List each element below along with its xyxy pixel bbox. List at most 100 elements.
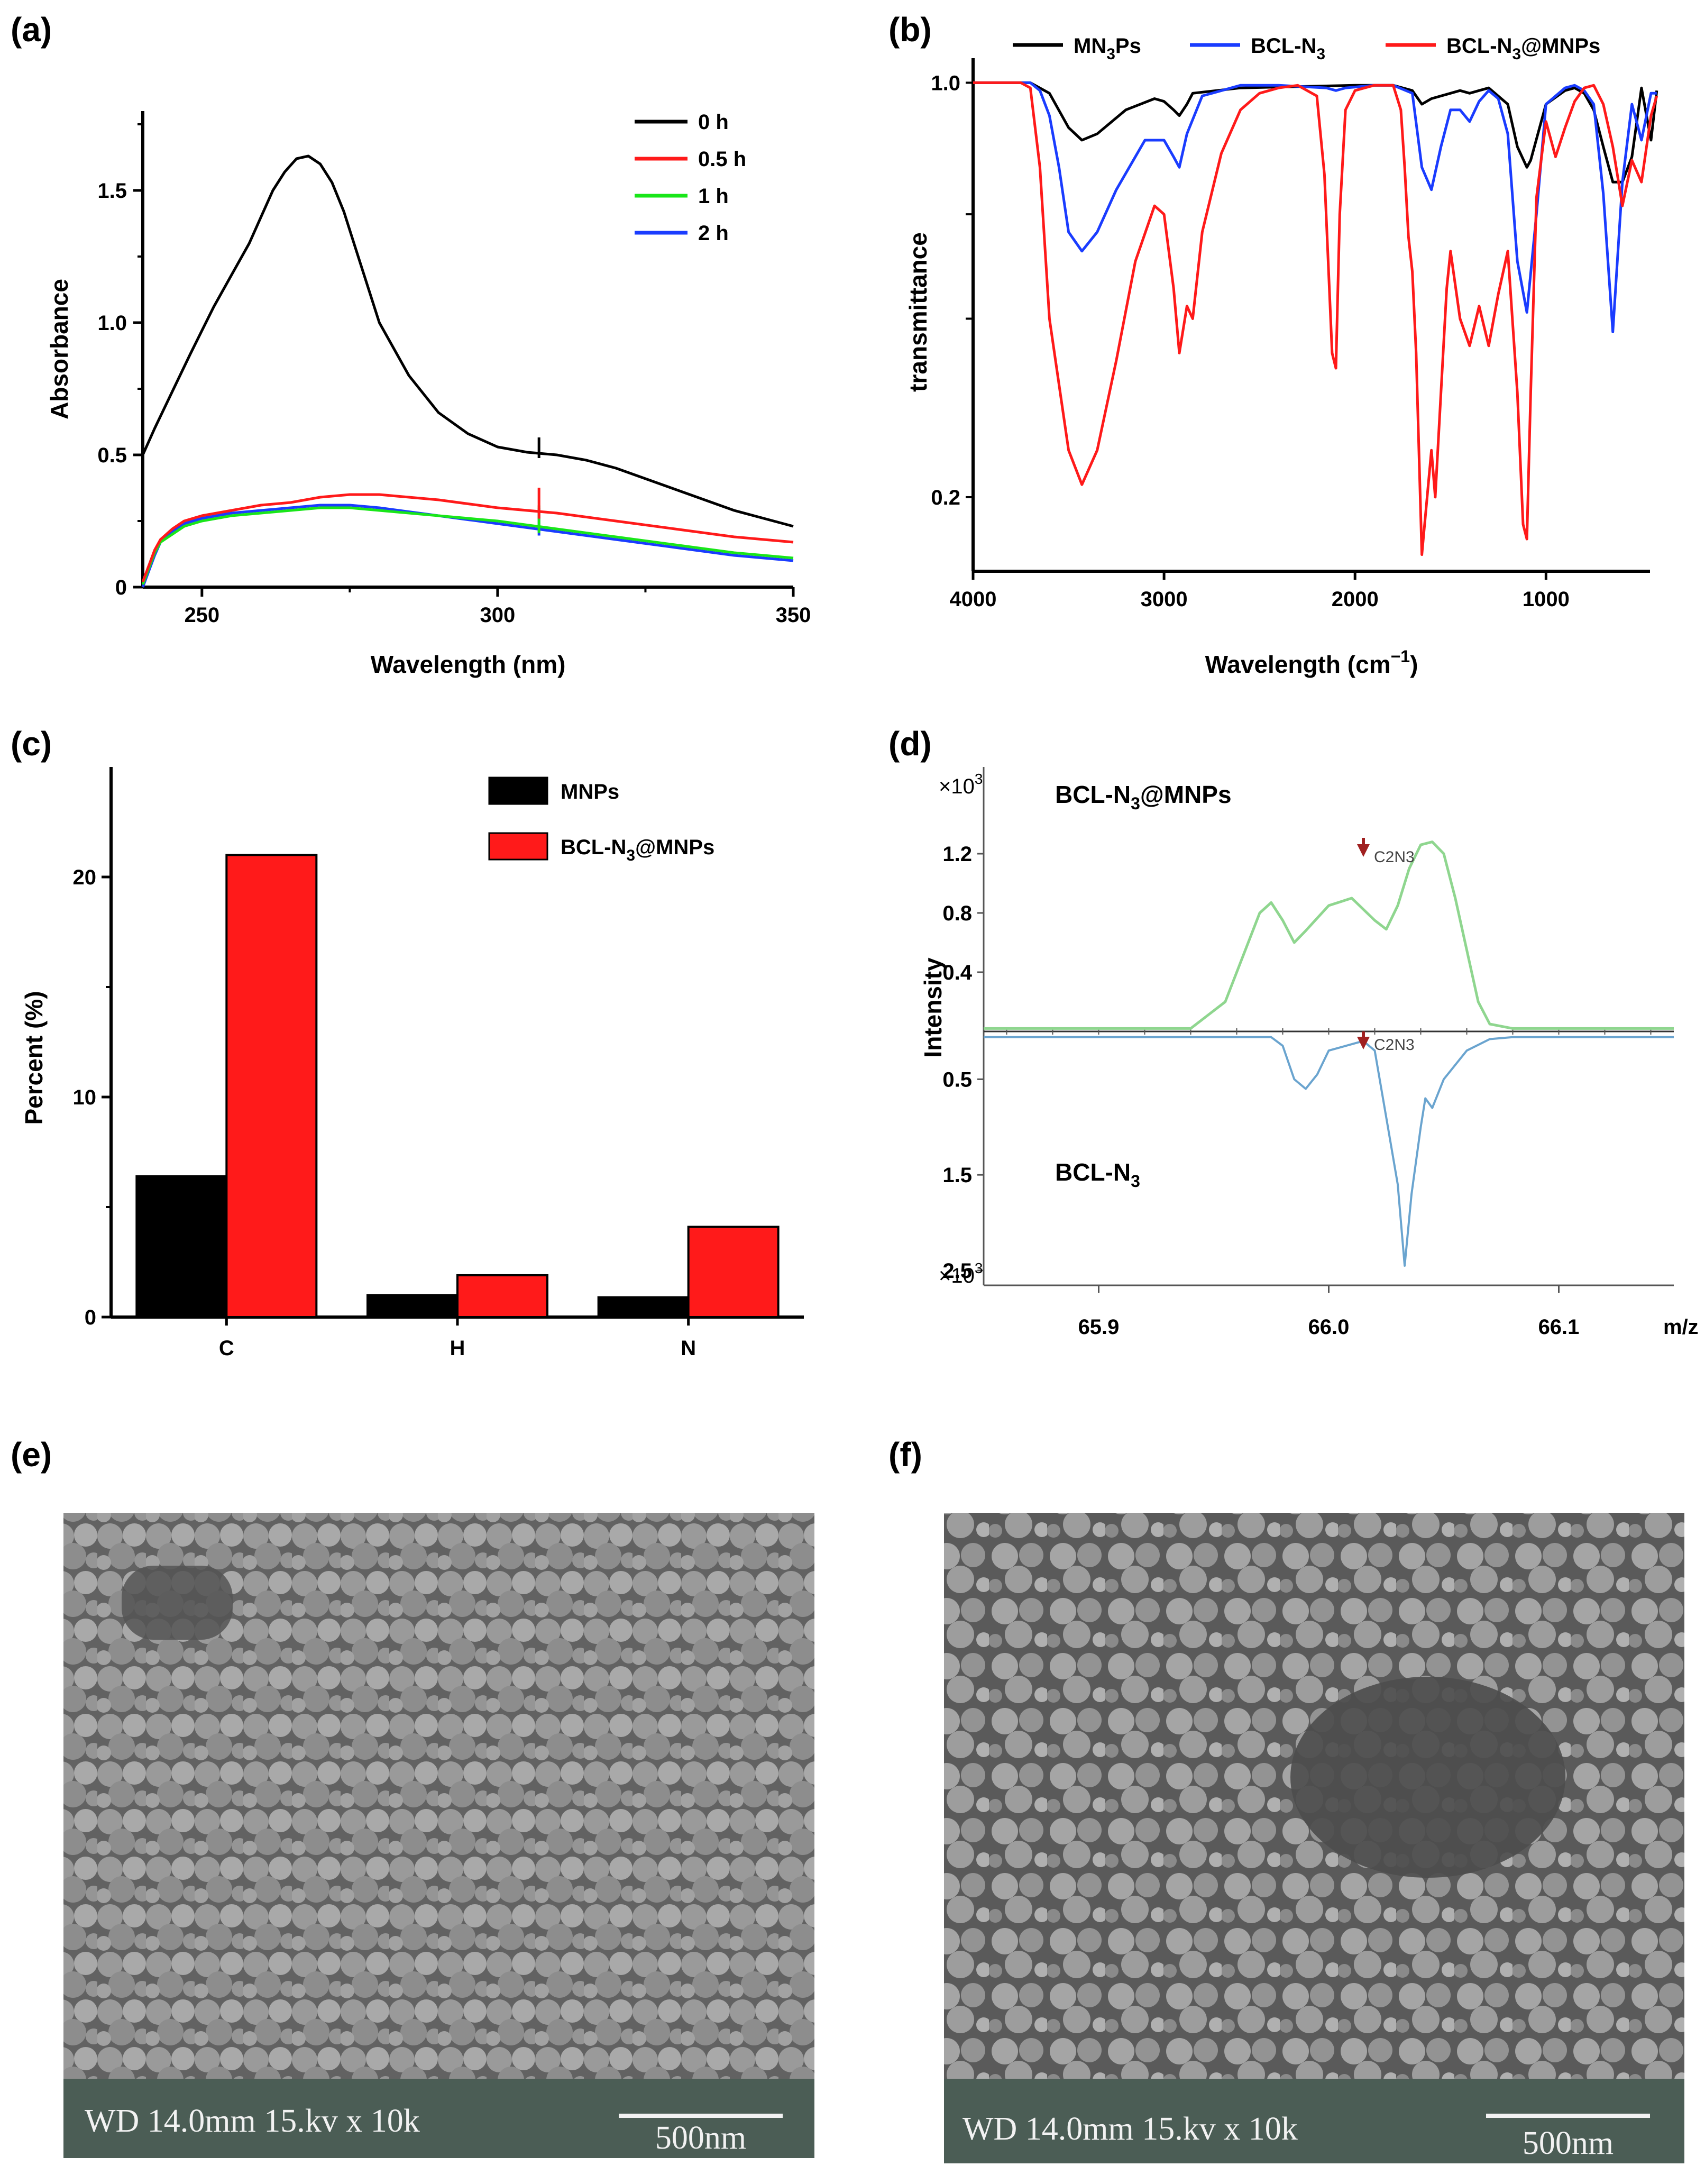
legend-a: 0 h 0.5 h 1 h 2 h [635, 111, 746, 245]
legend-label-c: BCL-N3@MNPs [561, 836, 714, 864]
series-label-lower-main: BCL-N [1055, 1158, 1131, 1186]
x-tick-label-a: 250 [184, 604, 219, 627]
y-axis-label-b: transmittance [904, 232, 932, 392]
y-tick-label-b: 0.2 [931, 486, 960, 509]
legend-swatch-c [488, 832, 548, 861]
multiplier-top-d: ×103 [939, 771, 983, 798]
y-axis-label-c: Percent (%) [20, 991, 48, 1125]
x-tick-label-b: 4000 [950, 588, 997, 611]
panel-f-sem: (f) WD 14.0mm 15.kv x 10k 500nm [888, 1436, 1684, 2163]
y-axis-label-a: Absorbance [45, 279, 73, 419]
legend-label-c-part: BCL-N [561, 836, 626, 859]
x-axis-label-d: m/z [1663, 1315, 1699, 1339]
series-label-lower: BCL-N3 [1055, 1158, 1140, 1191]
y-tick-label-d-upper: 0.4 [942, 961, 972, 984]
legend-label-c-sub: 3 [626, 847, 635, 864]
legend-label-b: BCL-N3@MNPs [1446, 34, 1600, 63]
annotation-upper-label: C2N3 [1374, 848, 1415, 866]
series-line-d-upper [984, 840, 1674, 1030]
legend-label-b: MN3Ps [1074, 34, 1141, 63]
bar-C-mnps [135, 1175, 228, 1318]
panel-label-b: (b) [888, 11, 932, 49]
legend-label-c: MNPs [561, 780, 619, 803]
panel-label-a: (a) [11, 11, 52, 49]
multiplier-top-base: ×10 [939, 775, 975, 798]
series-line-0-h [141, 154, 794, 528]
y-tick-label-a: 1.5 [97, 179, 127, 203]
x-tick-label-d: 65.9 [1078, 1315, 1120, 1339]
series-line-0-5-h [141, 493, 794, 582]
y-tick-label-a: 0.5 [97, 444, 127, 467]
annotation-lower-label: C2N3 [1374, 1036, 1415, 1054]
panel-b-ftir: (b) 1.0 0.2 4000 3000 2000 1000 transmittanc… [888, 11, 1658, 678]
x-axis-label-a: Wavelength (nm) [371, 651, 566, 678]
annotation-upper-arrow-icon [1357, 844, 1370, 857]
panel-d-mass-spec: (d) 65.9 66.0 66.1 0.40.81.20.51.52.5 ×103… [888, 725, 1699, 1339]
multiplier-top-exp: 3 [975, 771, 983, 787]
sem-caption-bar-f [944, 2079, 1684, 2163]
legend-label-a: 0 h [698, 111, 729, 134]
legend-c: MNPs BCL-N3@MNPs [488, 776, 714, 864]
annotation-lower-arrow-icon [1357, 1037, 1370, 1049]
legend-label-a: 1 h [698, 185, 729, 208]
series-label-upper-sub: 3 [1131, 794, 1140, 813]
legend-label-b-sub: 3 [1512, 45, 1521, 63]
series-line-b [973, 81, 1658, 184]
x-tick-label-d: 66.1 [1538, 1315, 1580, 1339]
multiplier-bottom-base: ×10 [939, 1264, 975, 1287]
legend-label-b-part: MN [1074, 34, 1106, 58]
x-axis-label-b: Wavelength (cm−1) [1205, 647, 1418, 678]
legend-label-a: 2 h [698, 222, 729, 245]
series-line-d-lower [984, 1036, 1674, 1267]
x-tick-label-c: H [450, 1337, 465, 1360]
series-line-b [973, 81, 1658, 556]
y-tick-label-d-lower: 1.5 [942, 1164, 972, 1187]
x-tick-label-d: 66.0 [1308, 1315, 1350, 1339]
series-label-lower-sub: 3 [1131, 1172, 1140, 1191]
panel-label-f: (f) [888, 1436, 922, 1474]
series-line-b [973, 81, 1657, 333]
panel-label-d: (d) [888, 725, 932, 763]
sem-caption-bar-e [63, 2079, 814, 2158]
legend-label-b-sub: 3 [1316, 45, 1325, 63]
panel-a-uv-vis: (a) 0 0.5 1.0 1.5 250 300 350 Absorbance Wave… [11, 11, 811, 678]
sem-dark-region-e [122, 1566, 233, 1640]
sem-caption-e: WD 14.0mm 15.kv x 10k [85, 2103, 420, 2139]
bar-N-mnps [597, 1296, 690, 1319]
x-tick-label-b: 1000 [1523, 588, 1570, 611]
sem-dark-region-f [1290, 1677, 1565, 1878]
panel-c-elemental: (c) 0 10 20 C H N Percent (%) MNPs BCL-N3@MNP… [11, 725, 804, 1360]
panel-e-sem: (e) WD 14.0mm 15.kv x 10k 500nm [11, 1436, 814, 2158]
legend-label-b-part: BCL-N [1446, 34, 1512, 58]
legend-label-b-part: BCL-N [1251, 34, 1316, 58]
legend-swatch-c [488, 776, 548, 805]
y-tick-label-d-lower: 0.5 [942, 1068, 972, 1091]
y-tick-label-d-upper: 0.8 [942, 902, 972, 925]
legend-b: MN3Ps BCL-N3 BCL-N3@MNPs [1013, 34, 1600, 63]
y-tick-label-d-upper: 1.2 [942, 843, 972, 866]
legend-label-b-sub: 3 [1106, 45, 1115, 63]
x-axis-label-b-end: ) [1410, 651, 1418, 678]
y-axis-label-d: Intensity [919, 957, 947, 1058]
x-tick-label-c: C [219, 1337, 234, 1360]
bar-H-bcl-n3-mnps [456, 1274, 548, 1318]
legend-label-b-rest: @MNPs [1521, 34, 1600, 58]
y-tick-label-a: 0 [115, 576, 127, 599]
x-tick-label-a: 350 [776, 604, 811, 627]
legend-label-b: BCL-N3 [1251, 34, 1325, 63]
multiplier-bottom-exp: 3 [975, 1260, 983, 1276]
series-label-upper: BCL-N3@MNPs [1055, 781, 1232, 813]
x-tick-label-b: 2000 [1332, 588, 1379, 611]
legend-label-b-rest: Ps [1115, 34, 1141, 58]
y-tick-label-c: 10 [73, 1086, 97, 1109]
bar-H-mnps [366, 1294, 459, 1318]
series-line-1-h [141, 506, 794, 585]
multiplier-bottom-d: ×103 [939, 1260, 983, 1287]
y-tick-label-c: 0 [85, 1306, 96, 1329]
bar-N-bcl-n3-mnps [687, 1226, 780, 1318]
y-tick-label-a: 1.0 [97, 312, 127, 335]
y-tick-label-d-lower: 2.5 [942, 1259, 972, 1283]
panel-label-c: (c) [11, 725, 52, 763]
y-tick-label-b: 1.0 [931, 71, 960, 95]
